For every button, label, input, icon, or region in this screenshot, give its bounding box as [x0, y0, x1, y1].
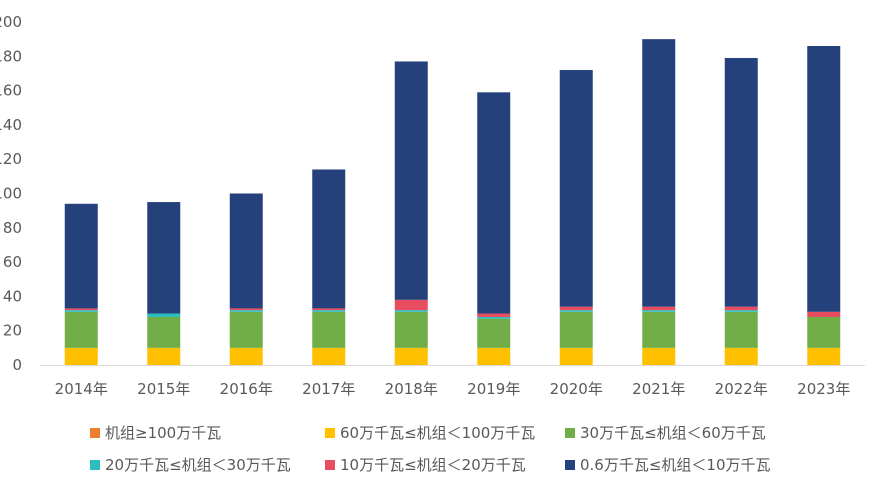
legend-swatch: [565, 459, 575, 470]
bar-segment: [394, 311, 428, 348]
legend-label: 机组≥100万千瓦: [105, 424, 222, 442]
bar-segment: [394, 299, 428, 311]
bar-segment: [312, 347, 346, 365]
bar-segment: [559, 347, 593, 365]
y-tick-label: 20: [3, 322, 22, 340]
bar-segment: [477, 347, 511, 365]
legend-label: 10万千瓦≤机组＜20万千瓦: [340, 456, 526, 474]
bar-segment: [724, 58, 758, 307]
bar-segment: [642, 310, 676, 312]
bar-segment: [147, 313, 181, 317]
x-tick-label: 2017年: [302, 380, 355, 398]
bar-segment: [64, 347, 98, 365]
y-axis-ticks: 0 20 40 60 80 100 120 140 160 180 200: [0, 13, 22, 374]
y-tick-label: 80: [3, 219, 22, 237]
bar-segment: [477, 313, 511, 317]
legend-swatch: [565, 427, 575, 438]
bar-segment: [312, 310, 346, 312]
legend-label: 30万千瓦≤机组＜60万千瓦: [580, 424, 766, 442]
bar-segment: [807, 311, 841, 317]
x-tick-label: 2018年: [385, 380, 438, 398]
bar-segment: [642, 311, 676, 348]
bar-segment: [642, 39, 676, 307]
bar-segment: [229, 310, 263, 312]
legend-item: 30万千瓦≤机组＜60万千瓦: [565, 422, 766, 443]
bar-segment: [394, 310, 428, 312]
bar-segment: [477, 318, 511, 348]
bar-segment: [559, 310, 593, 312]
bar-segment: [229, 311, 263, 348]
bar-segment: [559, 70, 593, 307]
x-tick-label: 2019年: [467, 380, 520, 398]
legend-label: 0.6万千瓦≤机组＜10万千瓦: [580, 456, 771, 474]
bar-segment: [807, 46, 841, 312]
legend-swatch: [325, 427, 335, 438]
legend-swatch: [90, 427, 100, 438]
y-tick-label: 140: [0, 116, 22, 134]
y-tick-label: 180: [0, 47, 22, 65]
bar-segment: [724, 310, 758, 312]
bar-segment: [807, 347, 841, 365]
bar-segment: [312, 169, 346, 309]
y-tick-label: 200: [0, 13, 22, 31]
x-axis-ticks: 2014年 2015年 2016年 2017年 2018年 2019年 2020年 2021年…: [55, 380, 851, 398]
bar-segment: [724, 311, 758, 348]
legend-item: 20万千瓦≤机组＜30万千瓦: [90, 454, 291, 475]
x-tick-label: 2014年: [55, 380, 108, 398]
bar-segment: [229, 347, 263, 365]
bar-segment: [642, 306, 676, 311]
x-tick-label: 2020年: [550, 380, 603, 398]
bar-segment: [64, 310, 98, 312]
legend-item: 60万千瓦≤机组＜100万千瓦: [325, 422, 535, 443]
bar-segment: [147, 316, 181, 348]
legend-label: 20万千瓦≤机组＜30万千瓦: [105, 456, 291, 474]
bar-segment: [64, 311, 98, 348]
bar-segment: [477, 316, 511, 319]
x-tick-label: 2016年: [220, 380, 273, 398]
bar-segment: [559, 311, 593, 348]
legend-swatch: [90, 459, 100, 470]
y-tick-label: 60: [3, 253, 22, 271]
y-tick-label: 40: [3, 287, 22, 305]
bar-segment: [642, 347, 676, 365]
bar-segment: [147, 202, 181, 314]
bar-segment: [807, 316, 841, 348]
bar-segment: [229, 308, 263, 311]
bar-segment: [394, 347, 428, 365]
y-tick-label: 120: [0, 150, 22, 168]
legend-item: 10万千瓦≤机组＜20万千瓦: [325, 454, 526, 475]
bar-segment: [559, 306, 593, 311]
legend-item: 机组≥100万千瓦: [90, 422, 221, 443]
bar-segment: [229, 193, 263, 309]
bar-segment: [394, 61, 428, 300]
bar-segment: [64, 203, 98, 309]
bar-segment: [312, 311, 346, 348]
legend-label: 60万千瓦≤机组＜100万千瓦: [340, 424, 536, 442]
bar-segment: [724, 306, 758, 311]
x-tick-label: 2022年: [715, 380, 768, 398]
bar-segment: [147, 347, 181, 365]
legend-swatch: [325, 459, 335, 470]
bar-segment: [312, 308, 346, 311]
y-tick-label: 0: [12, 356, 22, 374]
x-tick-label: 2023年: [797, 380, 850, 398]
y-tick-label: 100: [0, 185, 22, 203]
bar-segment: [64, 308, 98, 311]
x-tick-label: 2021年: [632, 380, 685, 398]
bars: [64, 39, 841, 365]
stacked-bar-chart: 020406080100120140160180200 2014年2015年20…: [0, 13, 865, 398]
x-tick-label: 2015年: [137, 380, 190, 398]
bar-segment: [477, 92, 511, 314]
y-tick-label: 160: [0, 82, 22, 100]
bar-segment: [724, 347, 758, 365]
legend-item: 0.6万千瓦≤机组＜10万千瓦: [565, 454, 771, 475]
